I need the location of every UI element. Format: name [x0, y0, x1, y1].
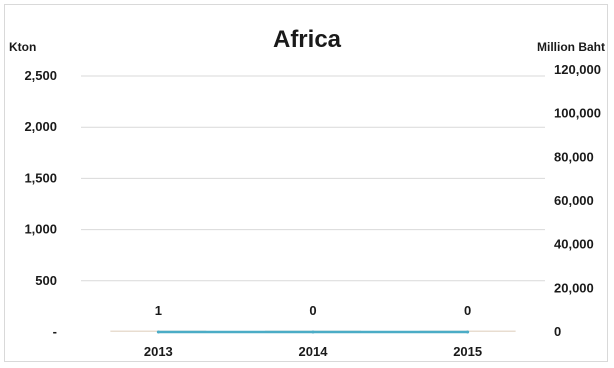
- chart-frame: Africa Kton Million Baht - 500 1,000 1,500 2…: [4, 4, 608, 362]
- left-tick-label: -: [53, 324, 57, 339]
- line-series: [156, 330, 470, 334]
- left-tick-label: 1,500: [24, 170, 57, 185]
- x-axis-labels: 2013 2014 2015: [144, 344, 482, 359]
- left-tick-label: 2,500: [24, 68, 57, 83]
- left-tick-label: 500: [35, 273, 57, 288]
- data-label: 0: [309, 303, 316, 318]
- line-point: [466, 330, 470, 334]
- right-tick-label: 60,000: [554, 193, 594, 208]
- left-axis-unit: Kton: [9, 40, 36, 54]
- line-point: [156, 330, 160, 334]
- right-tick-label: 20,000: [554, 280, 594, 295]
- chart-canvas: Africa Kton Million Baht - 500 1,000 1,500 2…: [9, 26, 605, 359]
- right-tick-label: 40,000: [554, 237, 594, 252]
- right-tick-label: 120,000: [554, 62, 601, 77]
- right-tick-label: 0: [554, 324, 561, 339]
- right-tick-label: 100,000: [554, 106, 601, 121]
- data-label: 0: [464, 303, 471, 318]
- right-axis-ticks: 0 20,000 40,000 60,000 80,000 100,000 120,000: [554, 62, 601, 339]
- x-tick-label: 2015: [453, 344, 482, 359]
- left-axis-ticks: - 500 1,000 1,500 2,000 2,500: [24, 68, 57, 339]
- right-axis-unit: Million Baht: [537, 40, 605, 54]
- chart-title: Africa: [273, 26, 342, 53]
- x-tick-label: 2014: [299, 344, 329, 359]
- data-label: 1: [155, 303, 162, 318]
- gridlines: [81, 75, 545, 282]
- left-tick-label: 1,000: [24, 222, 57, 237]
- right-tick-label: 80,000: [554, 149, 594, 164]
- line-point: [311, 330, 315, 334]
- left-tick-label: 2,000: [24, 119, 57, 134]
- x-tick-label: 2013: [144, 344, 173, 359]
- data-labels: 1 0 0: [155, 303, 472, 318]
